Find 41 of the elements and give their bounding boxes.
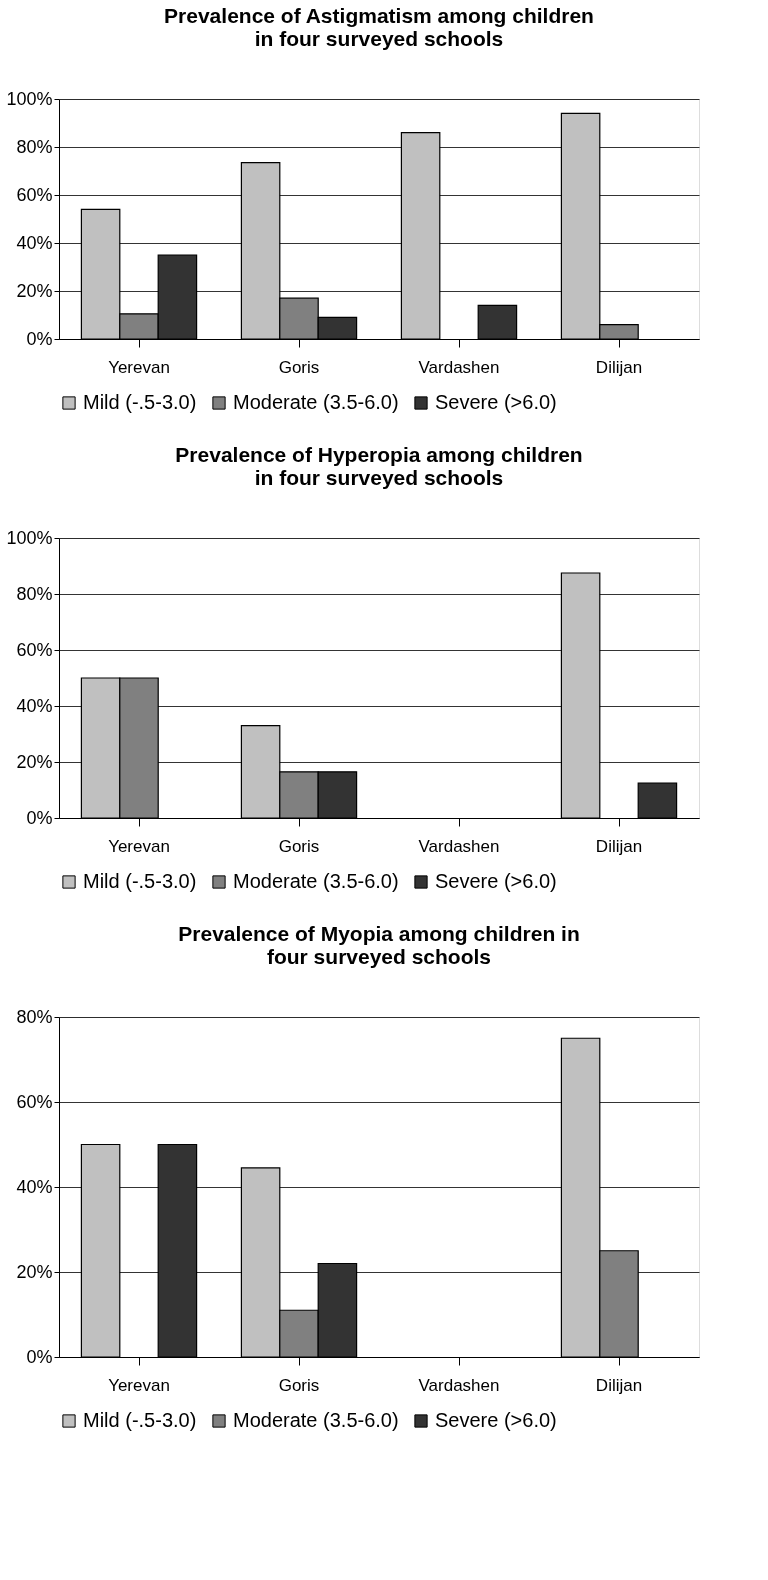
y-tick-label: 40% [16, 1176, 53, 1197]
legend-label: Mild (-.5-3.0) [83, 391, 197, 413]
x-tick-label: Goris [278, 836, 320, 856]
y-tick-label: 20% [16, 751, 53, 772]
x-tick-label: Goris [278, 1375, 320, 1395]
y-tick-label: 20% [16, 280, 53, 301]
chart-title: Prevalence of Astigmatism among children in four surveyed schools [164, 4, 594, 50]
y-tick-label: 40% [16, 695, 53, 716]
legend-label: Mild (-.5-3.0) [83, 1409, 197, 1431]
y-tick-label: 0% [26, 328, 53, 349]
legend-label: Moderate (3.5-6.0) [233, 1409, 399, 1431]
y-tick-label: 0% [26, 1346, 53, 1367]
legend-label: Mild (-.5-3.0) [83, 870, 197, 892]
legend-label: Moderate (3.5-6.0) [233, 870, 399, 892]
legend-label: Severe (>6.0) [435, 391, 557, 413]
x-tick-label: Vardashen [418, 1375, 500, 1395]
x-tick-label: Goris [278, 357, 320, 377]
y-tick-label: 60% [16, 1091, 53, 1112]
legend-label: Moderate (3.5-6.0) [233, 391, 399, 413]
x-tick-label: Vardashen [418, 357, 500, 377]
x-tick-label: Yerevan [108, 836, 170, 856]
x-tick-label: Yerevan [108, 1375, 170, 1395]
y-tick-label: 80% [16, 136, 53, 157]
y-tick-label: 0% [26, 807, 53, 828]
y-tick-label: 60% [16, 639, 53, 660]
y-tick-label: 80% [16, 583, 53, 604]
legend-label: Severe (>6.0) [435, 1409, 557, 1431]
chart-title: Prevalence of Hyperopia among children in four surveyed schools [175, 443, 583, 489]
chart-title: Prevalence of Myopia among children in four surveyed schools [178, 922, 580, 968]
legend-label: Severe (>6.0) [435, 870, 557, 892]
y-tick-label: 100% [6, 88, 53, 109]
y-tick-label: 100% [6, 527, 53, 548]
x-tick-label: Dilijan [595, 357, 643, 377]
x-tick-label: Dilijan [595, 836, 643, 856]
x-tick-label: Yerevan [108, 357, 170, 377]
y-tick-label: 40% [16, 232, 53, 253]
x-tick-label: Vardashen [418, 836, 500, 856]
y-tick-label: 60% [16, 184, 53, 205]
y-tick-label: 80% [16, 1006, 53, 1027]
y-tick-label: 20% [16, 1261, 53, 1282]
x-tick-label: Dilijan [595, 1375, 643, 1395]
